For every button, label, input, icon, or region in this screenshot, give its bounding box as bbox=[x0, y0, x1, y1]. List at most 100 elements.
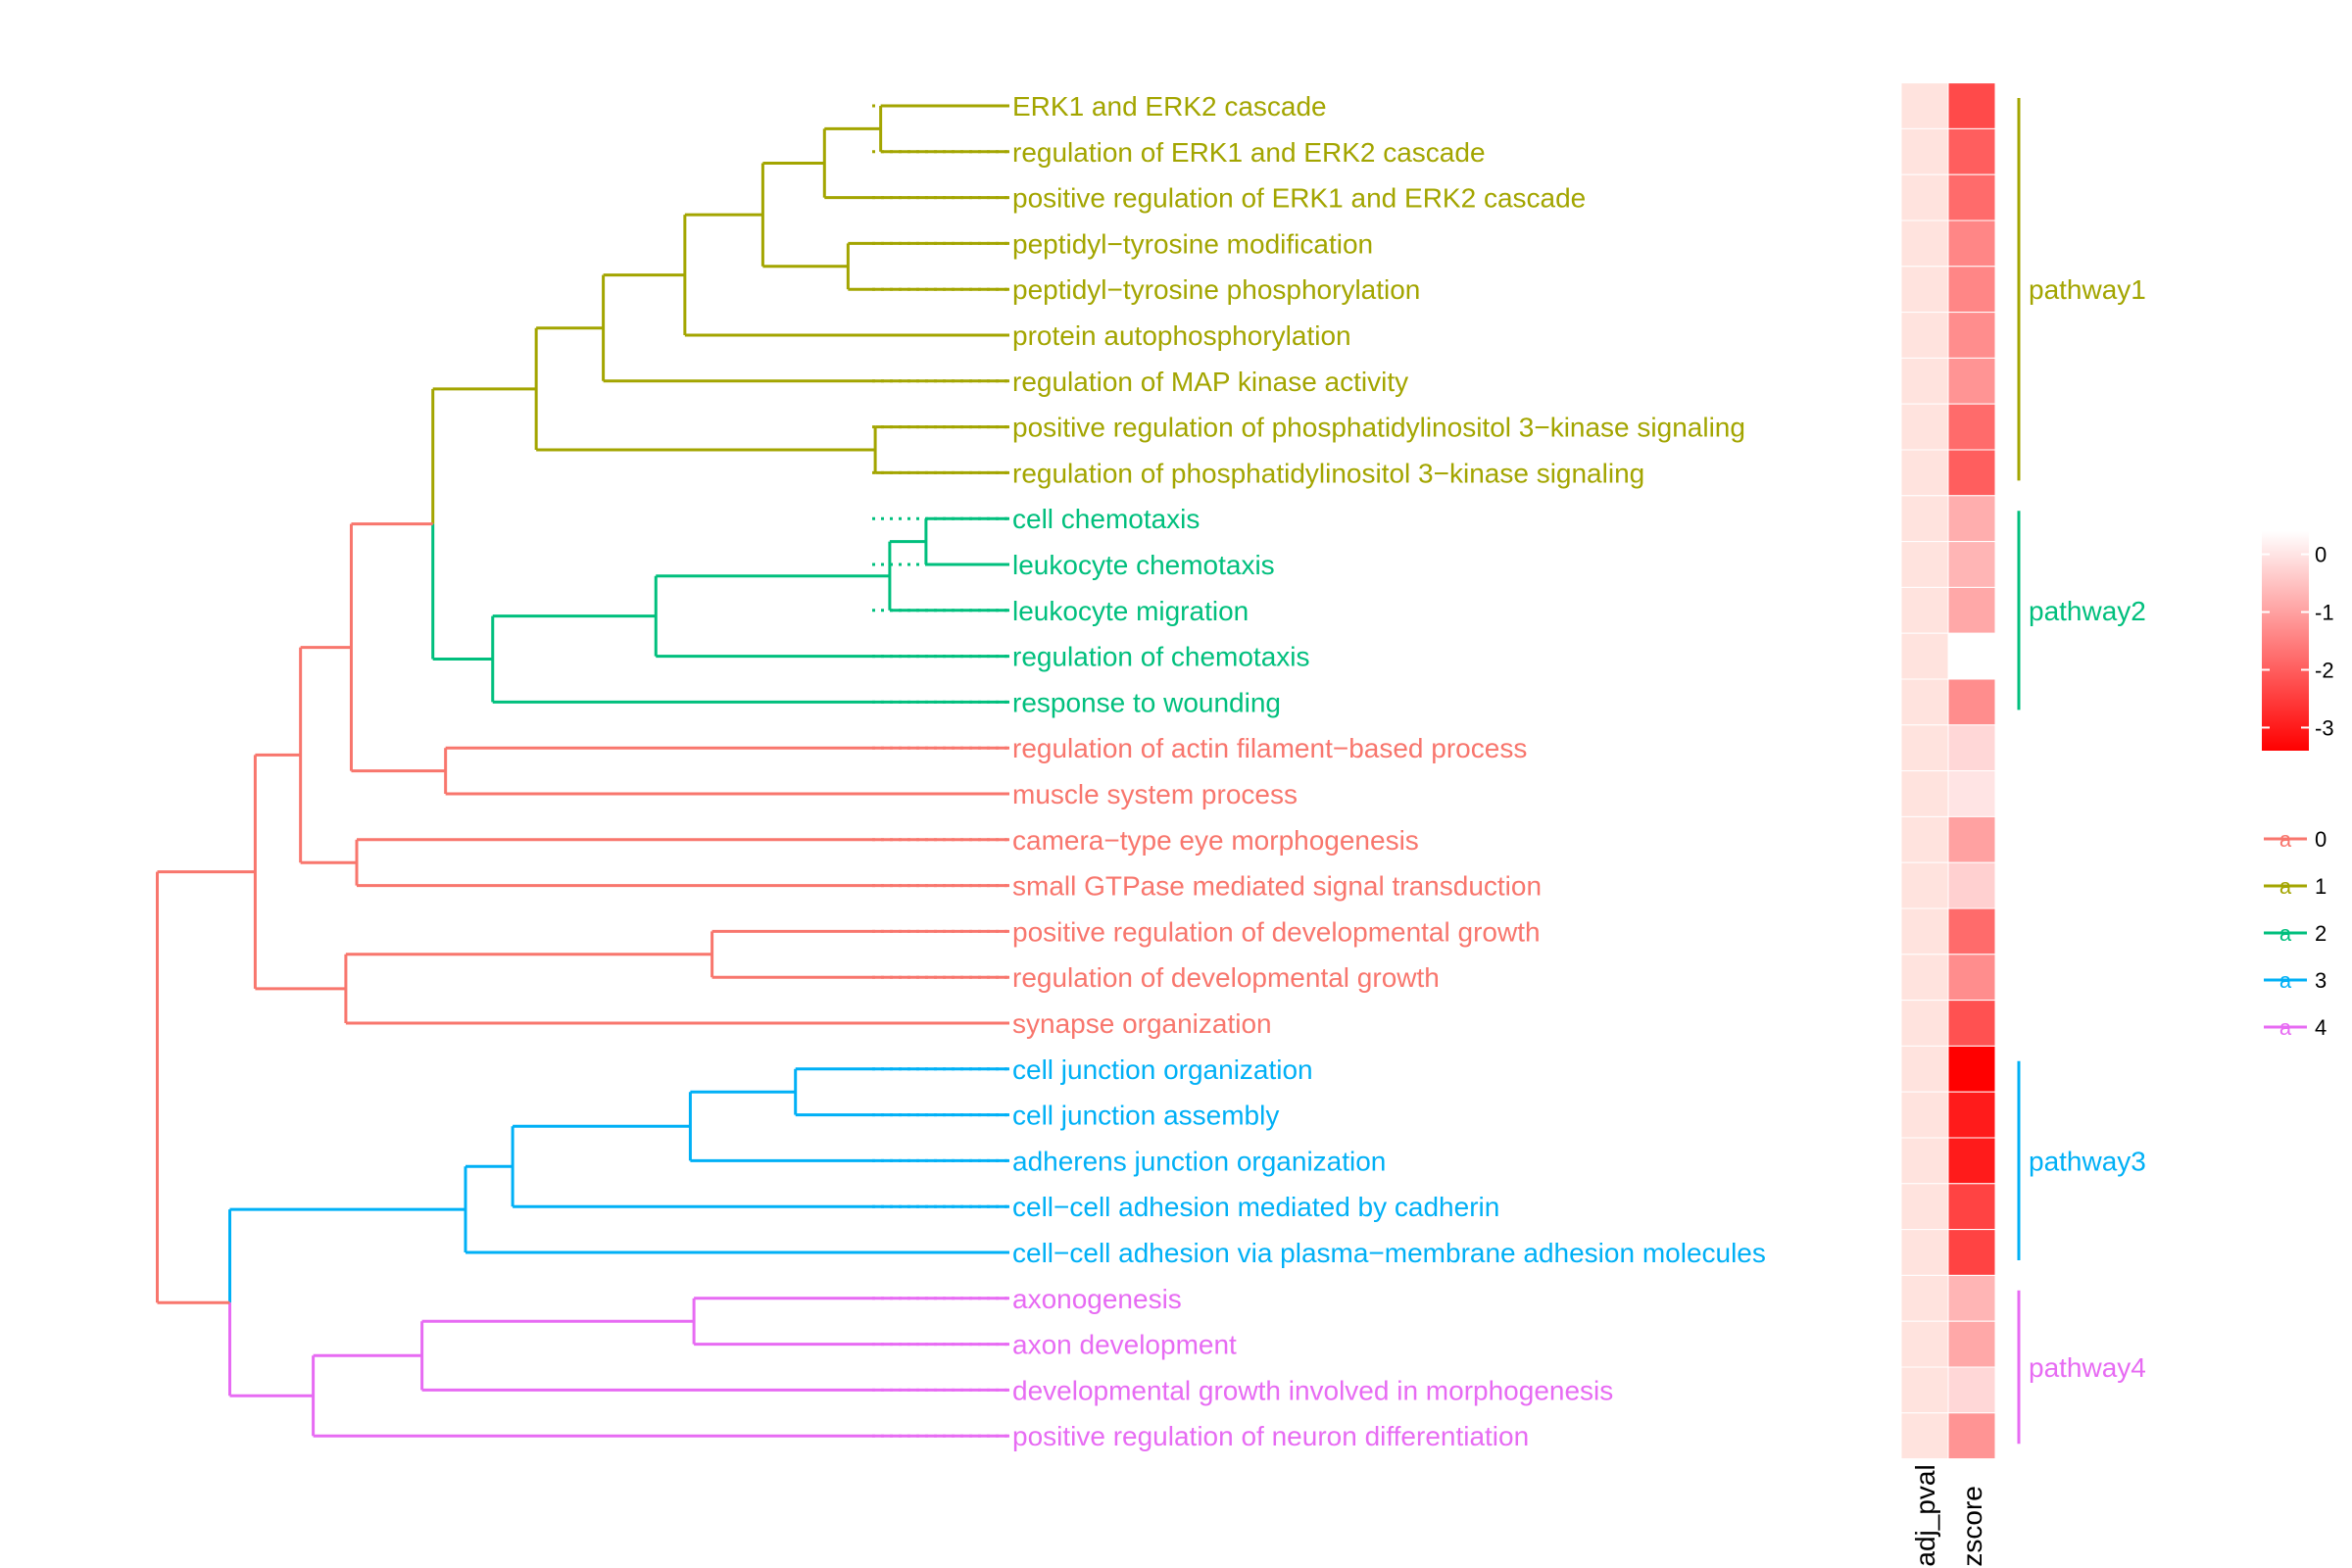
colorbar-bar bbox=[2262, 531, 2309, 751]
zscore-cell bbox=[1947, 632, 1996, 680]
adj-pval-cell bbox=[1900, 82, 1949, 129]
adj-pval-cell bbox=[1900, 1091, 1949, 1139]
zscore-cell bbox=[1947, 403, 1996, 451]
zscore-cell bbox=[1947, 770, 1996, 817]
adj-pval-cell bbox=[1900, 173, 1949, 221]
term-label: regulation of MAP kinase activity bbox=[1012, 367, 1408, 397]
adj-pval-cell bbox=[1900, 495, 1949, 543]
zscore-cell bbox=[1947, 82, 1996, 129]
adj-pval-cell bbox=[1900, 770, 1949, 817]
pathway-brackets: pathway1 pathway2 pathway3 pathway4 bbox=[2017, 98, 2146, 1445]
adj-pval-cell bbox=[1900, 1229, 1949, 1276]
term-label: cell chemotaxis bbox=[1012, 504, 1200, 534]
zscore-cell bbox=[1947, 1274, 1996, 1322]
adj-pval-cell bbox=[1900, 312, 1949, 359]
term-label: leukocyte chemotaxis bbox=[1012, 550, 1275, 580]
legend-key-glyph: a bbox=[2279, 921, 2292, 946]
term-label: muscle system process bbox=[1012, 779, 1298, 809]
legend-label: 0 bbox=[2315, 827, 2327, 852]
adj-pval-cell bbox=[1900, 632, 1949, 680]
adj-pval-cell bbox=[1900, 357, 1949, 405]
adj-pval-cell bbox=[1900, 449, 1949, 497]
heatmap: adj_pval zscore bbox=[1900, 82, 1996, 1567]
zscore-cell bbox=[1947, 1000, 1996, 1047]
term-label: axon development bbox=[1012, 1330, 1237, 1360]
term-label: synapse organization bbox=[1012, 1008, 1272, 1039]
zscore-cell bbox=[1947, 449, 1996, 497]
adj-pval-cell bbox=[1900, 678, 1949, 726]
zscore-cell bbox=[1947, 220, 1996, 268]
zscore-cell bbox=[1947, 173, 1996, 221]
zscore-cell bbox=[1947, 541, 1996, 588]
term-label: peptidyl−tyrosine phosphorylation bbox=[1012, 274, 1420, 305]
zscore-cell bbox=[1947, 724, 1996, 772]
legend-key-glyph: a bbox=[2279, 968, 2292, 993]
zscore-colorbar: 0 -1 -2 -3 bbox=[2262, 531, 2334, 751]
zscore-cell bbox=[1947, 1137, 1996, 1185]
term-label: camera−type eye morphogenesis bbox=[1012, 825, 1419, 856]
term-labels: ERK1 and ERK2 cascade regulation of ERK1 … bbox=[1012, 91, 1766, 1451]
adj-pval-cell bbox=[1900, 1366, 1949, 1414]
term-label: developmental growth involved in morphog… bbox=[1012, 1375, 1613, 1405]
legend-key-glyph: a bbox=[2279, 1015, 2292, 1040]
adj-pval-cell bbox=[1900, 1045, 1949, 1093]
legend-label: 2 bbox=[2315, 921, 2327, 946]
colorbar-tick-label: -3 bbox=[2315, 715, 2334, 740]
zscore-cell bbox=[1947, 1412, 1996, 1460]
term-label: regulation of actin filament−based proce… bbox=[1012, 733, 1527, 763]
legend-key-glyph: a bbox=[2279, 874, 2292, 899]
zscore-cell bbox=[1947, 266, 1996, 314]
term-label: ERK1 and ERK2 cascade bbox=[1012, 91, 1327, 122]
adj-pval-cell bbox=[1900, 1137, 1949, 1185]
zscore-cell bbox=[1947, 954, 1996, 1002]
heatmap-column-label: adj_pval bbox=[1910, 1464, 1940, 1566]
term-label: leukocyte migration bbox=[1012, 596, 1249, 626]
colorbar-tick-label: -1 bbox=[2315, 601, 2334, 625]
term-label: cell junction organization bbox=[1012, 1054, 1313, 1085]
adj-pval-cell bbox=[1900, 586, 1949, 634]
term-label: regulation of ERK1 and ERK2 cascade bbox=[1012, 137, 1486, 168]
zscore-cell bbox=[1947, 815, 1996, 863]
zscore-cell bbox=[1947, 586, 1996, 634]
adj-pval-cell bbox=[1900, 861, 1949, 909]
term-label: regulation of developmental growth bbox=[1012, 962, 1440, 993]
zscore-cell bbox=[1947, 127, 1996, 175]
zscore-cell bbox=[1947, 312, 1996, 359]
term-label: small GTPase mediated signal transductio… bbox=[1012, 871, 1542, 902]
term-label: regulation of chemotaxis bbox=[1012, 642, 1310, 672]
adj-pval-cell bbox=[1900, 403, 1949, 451]
adj-pval-cell bbox=[1900, 220, 1949, 268]
adj-pval-cell bbox=[1900, 1320, 1949, 1368]
zscore-cell bbox=[1947, 357, 1996, 405]
term-label: positive regulation of neuron differenti… bbox=[1012, 1421, 1529, 1451]
pathway-label: pathway1 bbox=[2029, 274, 2146, 305]
adj-pval-cell bbox=[1900, 724, 1949, 772]
zscore-cell bbox=[1947, 907, 1996, 956]
legend-key-glyph: a bbox=[2279, 827, 2292, 852]
adj-pval-cell bbox=[1900, 266, 1949, 314]
zscore-cell bbox=[1947, 1320, 1996, 1368]
pathway-label: pathway4 bbox=[2029, 1352, 2146, 1383]
cluster-legend: a 0a 1a 2a 3a 4 bbox=[2264, 827, 2327, 1040]
adj-pval-cell bbox=[1900, 541, 1949, 588]
zscore-cell bbox=[1947, 1091, 1996, 1139]
zscore-cell bbox=[1947, 861, 1996, 909]
term-label: positive regulation of ERK1 and ERK2 cas… bbox=[1012, 183, 1586, 214]
legend-label: 1 bbox=[2315, 874, 2327, 899]
pathway-label: pathway2 bbox=[2029, 596, 2146, 626]
legend-label: 3 bbox=[2315, 968, 2327, 993]
term-label: adherens junction organization bbox=[1012, 1146, 1386, 1176]
term-label: cell−cell adhesion via plasma−membrane a… bbox=[1012, 1238, 1766, 1268]
adj-pval-cell bbox=[1900, 1183, 1949, 1231]
term-label: response to wounding bbox=[1012, 687, 1281, 717]
adj-pval-cell bbox=[1900, 907, 1949, 956]
term-label: axonogenesis bbox=[1012, 1284, 1182, 1314]
zscore-cell bbox=[1947, 1045, 1996, 1093]
colorbar-tick-label: -2 bbox=[2315, 658, 2334, 682]
term-label: cell−cell adhesion mediated by cadherin bbox=[1012, 1192, 1499, 1222]
adj-pval-cell bbox=[1900, 1412, 1949, 1460]
adj-pval-cell bbox=[1900, 954, 1949, 1002]
dendrogram bbox=[156, 104, 1009, 1438]
adj-pval-cell bbox=[1900, 127, 1949, 175]
